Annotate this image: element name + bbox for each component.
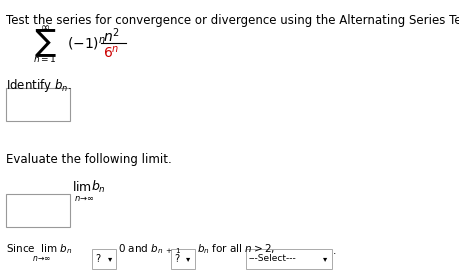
Text: $n\!\rightarrow\!\infty$: $n\!\rightarrow\!\infty$ xyxy=(74,193,95,202)
FancyBboxPatch shape xyxy=(6,88,70,121)
Text: ---Select---: ---Select--- xyxy=(248,254,296,263)
Text: ?: ? xyxy=(95,253,100,264)
Text: $\lim$: $\lim$ xyxy=(72,180,92,194)
Text: 0 and $b_{n\ +\ 1}$: 0 and $b_{n\ +\ 1}$ xyxy=(118,242,181,256)
Text: $b_{n}$ for all $n > 2$,: $b_{n}$ for all $n > 2$, xyxy=(197,242,275,256)
Text: Identify $b_{n}$.: Identify $b_{n}$. xyxy=(6,77,72,94)
Text: ▾: ▾ xyxy=(107,254,112,263)
Text: $b_{n}$: $b_{n}$ xyxy=(91,179,106,195)
Text: .: . xyxy=(333,246,336,256)
Text: $n=1$: $n=1$ xyxy=(34,53,57,64)
FancyBboxPatch shape xyxy=(6,194,70,227)
FancyBboxPatch shape xyxy=(246,249,332,269)
FancyBboxPatch shape xyxy=(92,249,116,269)
FancyBboxPatch shape xyxy=(171,249,195,269)
Text: $\infty$: $\infty$ xyxy=(40,22,50,32)
Text: ▾: ▾ xyxy=(186,254,190,263)
Text: $n\!\rightarrow\!\infty$: $n\!\rightarrow\!\infty$ xyxy=(33,254,52,263)
Text: $\sum$: $\sum$ xyxy=(34,27,56,59)
Text: $6^{n}$: $6^{n}$ xyxy=(102,45,119,61)
Text: $n^{2}$: $n^{2}$ xyxy=(102,26,119,45)
Text: Since  lim $b_{n}$: Since lim $b_{n}$ xyxy=(6,242,73,256)
Text: ?: ? xyxy=(174,253,179,264)
Text: Evaluate the following limit.: Evaluate the following limit. xyxy=(6,153,172,166)
Text: $(-1)^{n}$: $(-1)^{n}$ xyxy=(67,35,106,52)
Text: ▾: ▾ xyxy=(323,254,328,263)
Text: Test the series for convergence or divergence using the Alternating Series Test.: Test the series for convergence or diver… xyxy=(6,14,459,27)
